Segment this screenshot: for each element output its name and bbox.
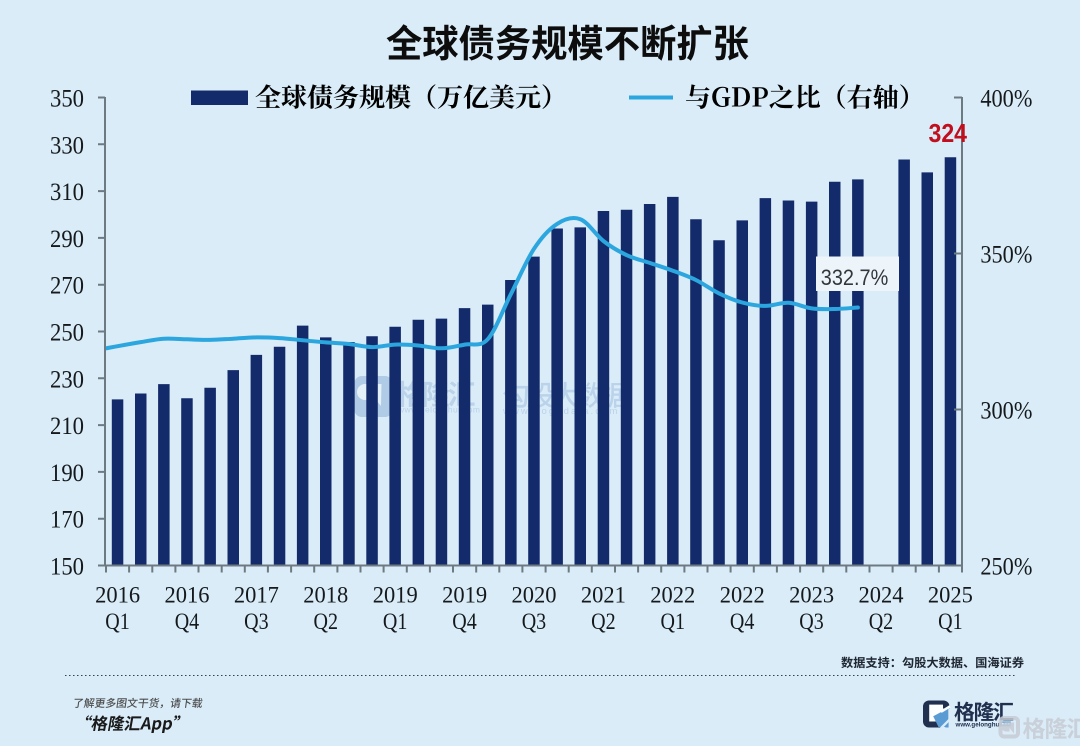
svg-text:190: 190 <box>50 460 84 487</box>
svg-text:2019: 2019 <box>442 583 487 609</box>
svg-text:2021: 2021 <box>581 583 626 609</box>
svg-text:290: 290 <box>50 226 84 253</box>
svg-text:230: 230 <box>50 366 84 393</box>
svg-text:350%: 350% <box>980 242 1032 269</box>
svg-text:2020: 2020 <box>512 583 557 609</box>
svg-text:330: 330 <box>50 132 84 159</box>
svg-text:Q4: Q4 <box>730 609 755 634</box>
svg-text:400%: 400% <box>980 86 1032 113</box>
svg-text:Q4: Q4 <box>175 609 200 634</box>
svg-text:2022: 2022 <box>720 583 765 609</box>
svg-text:250: 250 <box>50 320 84 347</box>
svg-text:Q2: Q2 <box>591 609 616 634</box>
svg-text:324: 324 <box>929 118 968 148</box>
svg-text:350: 350 <box>50 86 84 113</box>
svg-text:Q1: Q1 <box>661 609 686 634</box>
svg-text:Q2: Q2 <box>869 609 894 634</box>
svg-text:332.7%: 332.7% <box>821 265 889 290</box>
svg-text:310: 310 <box>50 179 84 206</box>
svg-text:Q1: Q1 <box>383 609 408 634</box>
svg-text:Q3: Q3 <box>244 609 269 634</box>
svg-text:300%: 300% <box>980 398 1032 425</box>
svg-text:250%: 250% <box>980 554 1032 581</box>
svg-text:Q3: Q3 <box>799 609 824 634</box>
svg-text:2019: 2019 <box>373 583 418 609</box>
svg-text:Q3: Q3 <box>522 609 547 634</box>
svg-text:2018: 2018 <box>303 583 348 609</box>
svg-text:2016: 2016 <box>95 583 140 609</box>
svg-text:210: 210 <box>50 413 84 440</box>
svg-text:Q2: Q2 <box>314 609 339 634</box>
svg-text:2023: 2023 <box>789 583 834 609</box>
svg-text:2025: 2025 <box>928 583 973 609</box>
svg-text:170: 170 <box>50 507 84 534</box>
svg-text:2022: 2022 <box>650 583 695 609</box>
svg-text:2016: 2016 <box>165 583 210 609</box>
svg-text:270: 270 <box>50 273 84 300</box>
svg-text:Q1: Q1 <box>105 609 130 634</box>
svg-text:2017: 2017 <box>234 583 279 609</box>
svg-text:www.gelonghui: www.gelonghui <box>955 722 1002 729</box>
svg-text:2024: 2024 <box>859 583 904 609</box>
svg-text:Q1: Q1 <box>938 609 963 634</box>
svg-text:150: 150 <box>50 554 84 581</box>
svg-text:Q4: Q4 <box>452 609 477 634</box>
